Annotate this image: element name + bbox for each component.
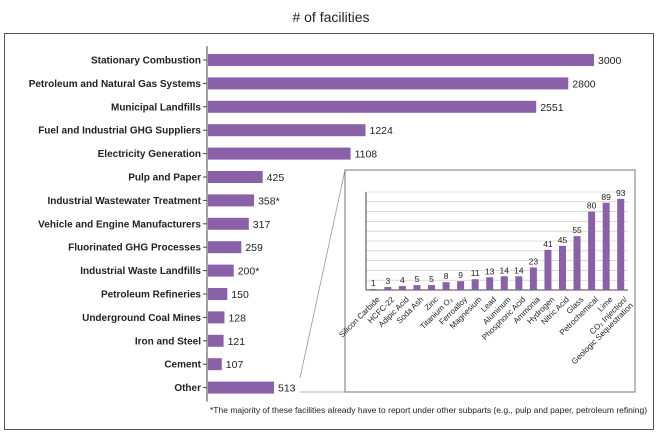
inset-bar-glass xyxy=(573,236,581,290)
category-label-cement: Cement xyxy=(164,360,201,371)
bar-stationary-combustion xyxy=(208,54,594,66)
inset-value-zinc: 5 xyxy=(429,274,434,284)
category-label-vehicle-and-engine-manufacturers: Vehicle and Engine Manufacturers xyxy=(38,219,201,230)
inset-bar-lime xyxy=(602,202,610,290)
inset-bar-silicon-carbide xyxy=(369,289,377,290)
value-label-iron-and-steel: 121 xyxy=(228,336,246,348)
category-label-municipal-landfills: Municipal Landfills xyxy=(111,102,201,113)
category-label-industrial-waste-landfills: Industrial Waste Landfills xyxy=(80,266,201,277)
value-label-petroleum-refineries: 150 xyxy=(231,289,249,301)
category-label-underground-coal-mines: Underground Coal Mines xyxy=(82,313,201,324)
inset-value-ammonia: 23 xyxy=(529,256,539,266)
value-label-stationary-combustion: 3000 xyxy=(598,55,622,67)
value-label-fuel-and-industrial-ghg-suppliers: 1224 xyxy=(369,125,393,137)
inset-bar-magnesium xyxy=(471,279,479,290)
value-label-petroleum-and-natural-gas-systems: 2800 xyxy=(572,78,596,90)
value-label-municipal-landfills: 2551 xyxy=(540,102,564,114)
value-label-vehicle-and-engine-manufacturers: 317 xyxy=(253,219,271,231)
bar-fuel-and-industrial-ghg-suppliers xyxy=(208,124,366,137)
category-label-petroleum-refineries: Petroleum Refineries xyxy=(101,290,201,301)
bar-iron-and-steel xyxy=(208,334,224,347)
inset-bar-titanium-o xyxy=(442,282,450,290)
connector-line xyxy=(299,169,346,379)
inset-value-glass: 55 xyxy=(572,225,582,235)
value-label-underground-coal-mines: 128 xyxy=(228,312,246,324)
chart-frame xyxy=(4,33,654,430)
inset-bar-ferroalloy xyxy=(457,281,465,290)
inset-value-soda-ash: 5 xyxy=(415,274,420,284)
inset-value-titanium-o: 8 xyxy=(444,271,449,281)
bar-municipal-landfills xyxy=(208,100,537,113)
bar-vehicle-and-engine-manufacturers xyxy=(208,217,249,230)
inset-value-lime: 89 xyxy=(601,192,611,202)
value-label-other: 513 xyxy=(278,383,296,395)
inset-value-hcfc-22: 3 xyxy=(385,276,390,286)
inset-bar-hydrogen xyxy=(544,249,552,290)
bar-petroleum-refineries xyxy=(208,288,228,300)
inset-value-hydrogen: 41 xyxy=(543,239,553,249)
inset-value-magnesium: 11 xyxy=(471,268,480,278)
bar-fluorinated-ghg-processes xyxy=(208,241,242,254)
inset-value-adipic-acid: 4 xyxy=(400,275,405,285)
inset-value-nitric-acid: 45 xyxy=(558,235,568,245)
value-label-industrial-wastewater-treatment: 358* xyxy=(258,195,280,207)
category-label-electricity-generation: Electricity Generation xyxy=(98,149,201,160)
category-label-iron-and-steel: Iron and Steel xyxy=(135,336,201,347)
inset-bar-adipic-acid xyxy=(398,286,406,290)
inset-value-petrochemical: 80 xyxy=(587,201,597,211)
bar-industrial-waste-landfills xyxy=(208,264,234,277)
category-label-fuel-and-industrial-ghg-suppliers: Fuel and Industrial GHG Suppliers xyxy=(38,126,201,137)
inset-bar-hcfc-22 xyxy=(384,287,392,290)
bar-electricity-generation xyxy=(208,147,351,160)
inset-value-co-injection-geologic-sequestration: 93 xyxy=(616,188,626,198)
bar-other xyxy=(208,381,275,394)
bar-pulp-and-paper xyxy=(208,171,263,183)
inset-value-silicon-carbide: 1 xyxy=(371,278,376,288)
category-label-pulp-and-paper: Pulp and Paper xyxy=(128,173,201,184)
category-label-petroleum-and-natural-gas-systems: Petroleum and Natural Gas Systems xyxy=(29,79,202,90)
main-bar-chart: Stationary Combustion 3000 Petroleum and N… xyxy=(29,46,622,402)
inset-bar-soda-ash xyxy=(413,285,421,290)
inset-bar-zinc xyxy=(428,285,435,290)
inset-value-phosphoric-acid: 14 xyxy=(514,265,524,275)
category-label-stationary-combustion: Stationary Combustion xyxy=(91,56,201,67)
inset-bar-petrochemical xyxy=(588,211,596,290)
inset-bar-lead xyxy=(486,277,494,290)
bar-underground-coal-mines xyxy=(208,311,225,324)
value-label-industrial-waste-landfills: 200* xyxy=(238,266,260,278)
value-label-cement: 107 xyxy=(226,359,244,371)
inset-value-aluminum: 14 xyxy=(500,265,510,275)
category-label-fluorinated-ghg-processes: Fluorinated GHG Processes xyxy=(68,243,201,254)
value-label-fluorinated-ghg-processes: 259 xyxy=(245,242,263,254)
inset-bar-phosphoric-acid xyxy=(515,276,523,290)
inset-bar-aluminum xyxy=(500,276,508,290)
inset-value-lead: 13 xyxy=(485,266,495,276)
chart-title: # of facilities xyxy=(292,9,370,25)
inset-bar-co-injection-geologic-sequestration xyxy=(617,198,625,290)
category-label-industrial-wastewater-treatment: Industrial Wastewater Treatment xyxy=(47,196,201,207)
inset-value-ferroalloy: 9 xyxy=(458,270,463,280)
footnote: *The majority of these facilities alread… xyxy=(210,405,647,415)
inset-bar-ammonia xyxy=(529,267,537,290)
category-label-other: Other xyxy=(174,383,201,394)
bar-industrial-wastewater-treatment xyxy=(208,194,255,207)
value-label-pulp-and-paper: 425 xyxy=(267,172,285,184)
value-label-electricity-generation: 1108 xyxy=(355,149,378,161)
inset-bar-nitric-acid xyxy=(559,245,566,290)
bar-cement xyxy=(208,358,222,371)
bar-petroleum-and-natural-gas-systems xyxy=(208,77,569,90)
